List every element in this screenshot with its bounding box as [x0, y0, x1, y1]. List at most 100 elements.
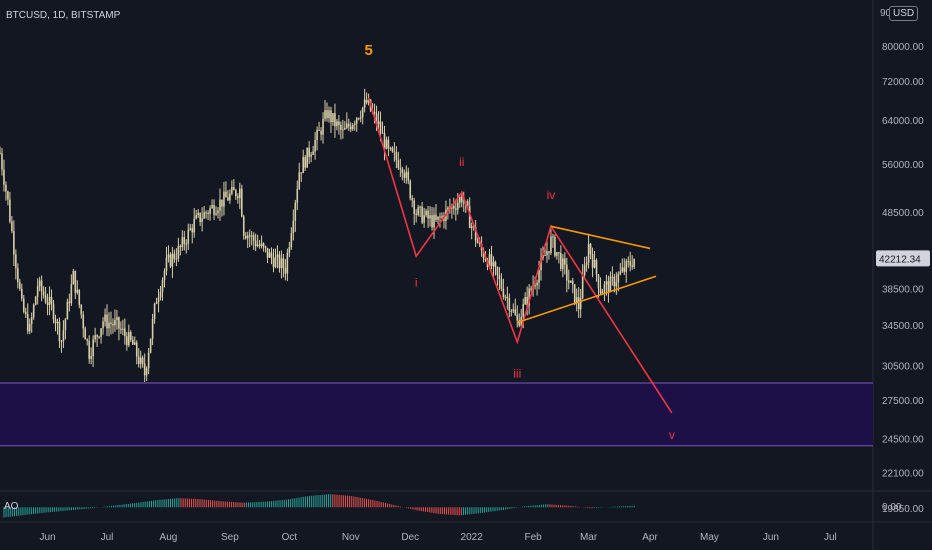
candlestick-series: [0, 88, 635, 382]
candle-body: [367, 99, 370, 103]
time-tick-label: Aug: [160, 532, 178, 543]
candle-body: [86, 339, 88, 341]
wave-label-ii: ii: [459, 155, 464, 169]
candle-body: [278, 254, 281, 269]
candle-body: [159, 292, 162, 298]
wave-count-line: [367, 97, 673, 414]
time-axis[interactable]: Jun Jul Aug Sep Oct Nov Dec 2022 Feb Mar Apr May Jun…: [40, 532, 837, 543]
candle-body: [84, 328, 87, 340]
candle-body: [387, 139, 390, 149]
candle-body: [175, 258, 178, 260]
wave-label-iii: iii: [513, 366, 521, 380]
candle-body: [308, 147, 310, 157]
candle-body: [457, 202, 459, 210]
candle-body: [455, 208, 457, 210]
candle-body: [496, 267, 499, 276]
candle-body: [96, 335, 98, 337]
candle-body: [189, 228, 192, 230]
candle-body: [207, 213, 209, 215]
candle-body: [603, 284, 606, 292]
candle-body: [391, 147, 394, 152]
candle-body: [506, 296, 509, 299]
candle-body: [361, 107, 364, 118]
candle-body: [393, 151, 396, 153]
candle-body: [120, 328, 122, 330]
candle-body: [437, 216, 439, 220]
candle-body: [187, 229, 190, 244]
candle-body: [494, 261, 497, 268]
candle-body: [50, 296, 53, 304]
candle-body: [149, 338, 152, 353]
candle-body: [429, 215, 431, 219]
candle-body: [56, 321, 59, 324]
candle-body: [137, 356, 140, 364]
candle-body: [534, 285, 536, 287]
candle-body: [579, 298, 582, 310]
candle-body: [46, 302, 49, 306]
candle-body: [526, 297, 528, 306]
price-axis[interactable]: 80000.00 72000.00 64000.00 56000.00 48500.00…: [876, 42, 930, 515]
candle-body: [250, 235, 253, 237]
candle-body: [78, 289, 81, 305]
candle-body: [302, 157, 305, 174]
candle-body: [564, 258, 566, 265]
candle-body: [258, 244, 261, 247]
wave-label-v: v: [669, 428, 675, 442]
candle-body: [619, 271, 622, 275]
candle-body: [201, 218, 203, 222]
candle-body: [268, 252, 271, 258]
candle-body: [161, 280, 164, 293]
candle-body: [435, 214, 437, 220]
candle-body: [528, 288, 530, 306]
candle-body: [344, 127, 346, 130]
candle-body: [54, 319, 57, 324]
wave-label-i: i: [415, 275, 418, 289]
candle-body: [482, 250, 485, 259]
candle-body: [36, 286, 39, 297]
candle-body: [413, 200, 415, 214]
candle-body: [326, 110, 328, 119]
candle-body: [633, 258, 635, 267]
candle-body: [76, 289, 79, 293]
support-zone: [0, 382, 873, 447]
price-axis-top-fragment: 90: [880, 8, 892, 19]
candle-body: [615, 282, 618, 287]
candle-body: [288, 247, 291, 253]
candle-body: [300, 172, 303, 174]
support-zone-fill: [0, 382, 873, 446]
candle-body: [322, 118, 324, 135]
candle-body: [52, 303, 55, 320]
candle-body: [585, 262, 588, 266]
candle-body: [183, 237, 186, 244]
candle-body: [42, 291, 45, 296]
candle-body: [294, 202, 297, 221]
candle-body: [409, 180, 412, 199]
candle-body: [254, 240, 257, 247]
candle-body: [284, 268, 287, 274]
candle-body: [13, 231, 15, 255]
candle-body: [22, 298, 25, 312]
candle-body: [411, 198, 414, 201]
candle-body: [365, 99, 368, 103]
candle-body: [328, 110, 330, 119]
triangle-upper-trendline: [550, 225, 651, 250]
candle-body: [419, 206, 421, 208]
candle-body: [80, 304, 83, 315]
candle-body: [0, 153, 1, 155]
indicator-name: AO: [4, 501, 19, 512]
candle-body: [106, 314, 108, 329]
candle-body: [405, 171, 408, 178]
wave-label-iv: iv: [547, 188, 556, 202]
candle-body: [385, 139, 388, 149]
candle-body: [508, 298, 511, 311]
currency-button[interactable]: USD: [889, 6, 919, 21]
candle-body: [126, 336, 128, 346]
candle-body: [548, 251, 550, 253]
candle-body: [82, 314, 85, 329]
price-tick-label: 72000.00: [882, 77, 924, 88]
candle-body: [32, 304, 35, 318]
candle-body: [169, 254, 172, 267]
candle-body: [625, 261, 628, 272]
